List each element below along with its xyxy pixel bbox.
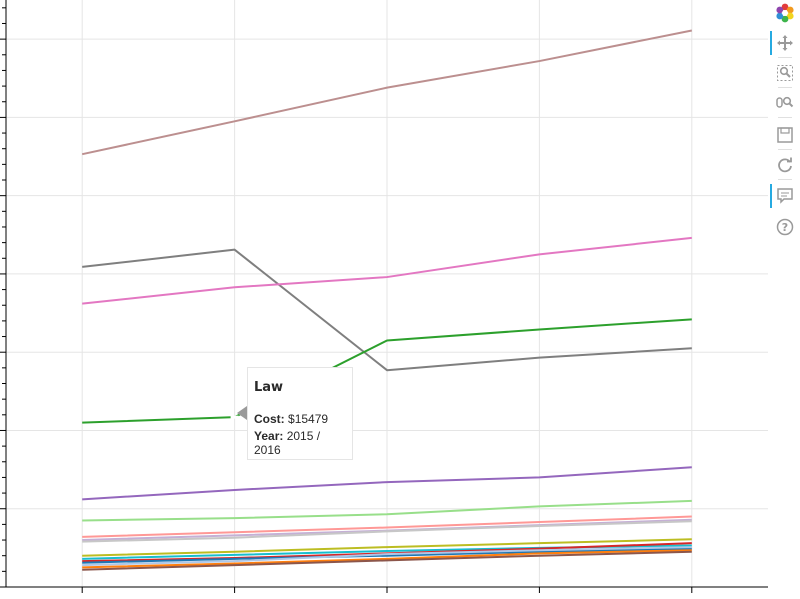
series-line-14[interactable] [82, 549, 692, 569]
series-line-12[interactable] [82, 547, 692, 564]
series-line-13[interactable] [82, 546, 692, 567]
hover-marker [230, 415, 239, 419]
tooltip-row-year: Year: 2015 / 2016 [254, 429, 346, 457]
series-line-5[interactable] [82, 499, 692, 522]
toolbar: ? [768, 0, 800, 599]
reset-icon[interactable] [772, 153, 798, 177]
tooltip-year-value: 2015 / 2016 [254, 429, 321, 457]
box-zoom-icon[interactable] [772, 61, 798, 85]
tooltip-cost-value: $15479 [288, 412, 329, 426]
save-icon[interactable] [772, 123, 798, 147]
grid [6, 0, 768, 587]
tooltip-cost-key: Cost: [254, 412, 285, 426]
series-line-4[interactable] [82, 466, 692, 501]
help-icon[interactable]: ? [772, 215, 798, 239]
series-line-0[interactable] [81, 29, 692, 156]
hover-icon[interactable] [770, 184, 798, 208]
wheel-zoom-icon[interactable] [772, 91, 798, 115]
series-line-15[interactable] [82, 550, 692, 571]
tooltip-arrow [237, 406, 247, 420]
axes [0, 0, 768, 593]
series-line-2[interactable] [82, 236, 692, 305]
series-line-6[interactable] [82, 515, 692, 538]
line-chart[interactable] [0, 0, 768, 599]
tooltip-row-cost: Cost: $15479 [254, 412, 346, 426]
series-lines[interactable] [81, 29, 692, 571]
pan-icon[interactable] [770, 31, 798, 55]
series-line-1[interactable] [82, 248, 692, 372]
tooltip-title: Law [254, 380, 284, 395]
tooltip-year-key: Year: [254, 429, 284, 443]
hover-tooltip: Law Cost: $15479 Year: 2015 / 2016 [247, 367, 353, 460]
series-line-9[interactable] [82, 538, 692, 557]
bokeh-logo-icon[interactable] [772, 1, 798, 25]
series-line-3[interactable] [82, 318, 692, 424]
svg-text:?: ? [782, 221, 788, 234]
series-line-8[interactable] [82, 520, 692, 543]
